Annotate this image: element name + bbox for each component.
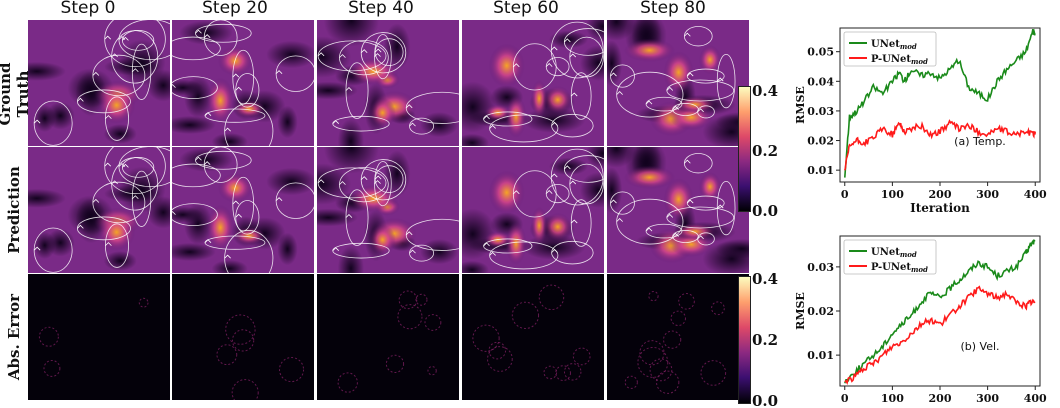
- colorbar-bottom-tick-1: 0.2: [752, 331, 779, 349]
- series-line-1: [844, 119, 1036, 171]
- field-tile: [607, 147, 749, 273]
- colorbar-top-tick-2: 0.0: [752, 202, 779, 220]
- field-tile: [462, 147, 604, 273]
- x-tick-label: 400: [1024, 188, 1047, 201]
- error-tile: [607, 274, 749, 400]
- colorbar-top-tick-0: 0.4: [752, 82, 779, 100]
- x-axis-label: Iteration: [910, 201, 970, 215]
- field-tile: [317, 147, 459, 273]
- error-tile: [172, 274, 314, 400]
- error-tile: [462, 274, 604, 400]
- legend-entry: UNetmod: [871, 247, 917, 259]
- field-tile: [28, 147, 170, 273]
- panel-annotation: (b) Vel.: [960, 340, 999, 353]
- series-line-1: [844, 285, 1036, 386]
- y-axis-label: RMSE: [794, 292, 807, 330]
- x-tick-label: 200: [929, 392, 952, 405]
- field-tile: [462, 20, 604, 146]
- error-tile: [28, 274, 170, 400]
- column-title-1: Step 20: [202, 0, 268, 18]
- y-axis-label: RMSE: [794, 86, 807, 124]
- field-tile: [607, 20, 749, 146]
- x-tick-label: 0: [841, 188, 849, 201]
- legend: UNetmod P-UNetmod: [843, 31, 937, 67]
- field-tile: [317, 20, 459, 146]
- x-tick-label: 400: [1024, 392, 1047, 405]
- y-tick-label: 0.05: [807, 46, 834, 59]
- field-tile: [28, 20, 170, 146]
- rmse-chart-temp: 0.01 0.02 0.03 0.04 0.05 0 100 200 300 400 RMSE Ite…: [794, 27, 1047, 215]
- column-title-4: Step 80: [640, 0, 706, 18]
- colorbar-bottom-tick-0: 0.4: [752, 270, 779, 288]
- y-tick-label: 0.01: [807, 349, 834, 362]
- y-tick-label: 0.03: [807, 105, 834, 118]
- x-tick-label: 100: [881, 392, 904, 405]
- x-tick-label: 0: [841, 392, 849, 405]
- legend-entry: P-UNetmod: [871, 262, 928, 274]
- legend-entry: UNetmod: [871, 39, 917, 51]
- colorbar-bottom: [738, 276, 751, 404]
- field-tile: [172, 147, 314, 273]
- rmse-chart-vel: 0.01 0.02 0.03 0 100 200 300 400 RMSE UNetmod P-UN…: [794, 235, 1047, 405]
- x-tick-label: 100: [881, 188, 904, 201]
- y-tick-label: 0.03: [807, 261, 834, 274]
- y-tick-label: 0.01: [807, 164, 834, 177]
- y-tick-label: 0.02: [807, 305, 834, 318]
- field-tile: [172, 20, 314, 146]
- legend-entry: P-UNetmod: [871, 54, 928, 66]
- x-tick-label: 200: [929, 188, 952, 201]
- colorbar-bottom-tick-2: 0.0: [752, 392, 779, 408]
- colorbar-top: [738, 86, 751, 212]
- column-title-2: Step 40: [348, 0, 414, 18]
- panel-annotation: (a) Temp.: [954, 135, 1006, 148]
- legend: UNetmod P-UNetmod: [843, 239, 937, 275]
- colorbar-top-tick-1: 0.2: [752, 142, 779, 160]
- series-line-0: [844, 239, 1036, 384]
- x-tick-label: 300: [976, 392, 999, 405]
- y-tick-label: 0.02: [807, 135, 834, 148]
- error-tile: [317, 274, 459, 400]
- column-title-3: Step 60: [493, 0, 559, 18]
- row-title-abs-error: Abs. Error: [5, 293, 23, 381]
- x-tick-label: 300: [976, 188, 999, 201]
- column-title-0: Step 0: [60, 0, 116, 18]
- y-tick-label: 0.04: [807, 75, 834, 88]
- series-line-0: [844, 28, 1036, 178]
- row-title-prediction: Prediction: [5, 166, 23, 254]
